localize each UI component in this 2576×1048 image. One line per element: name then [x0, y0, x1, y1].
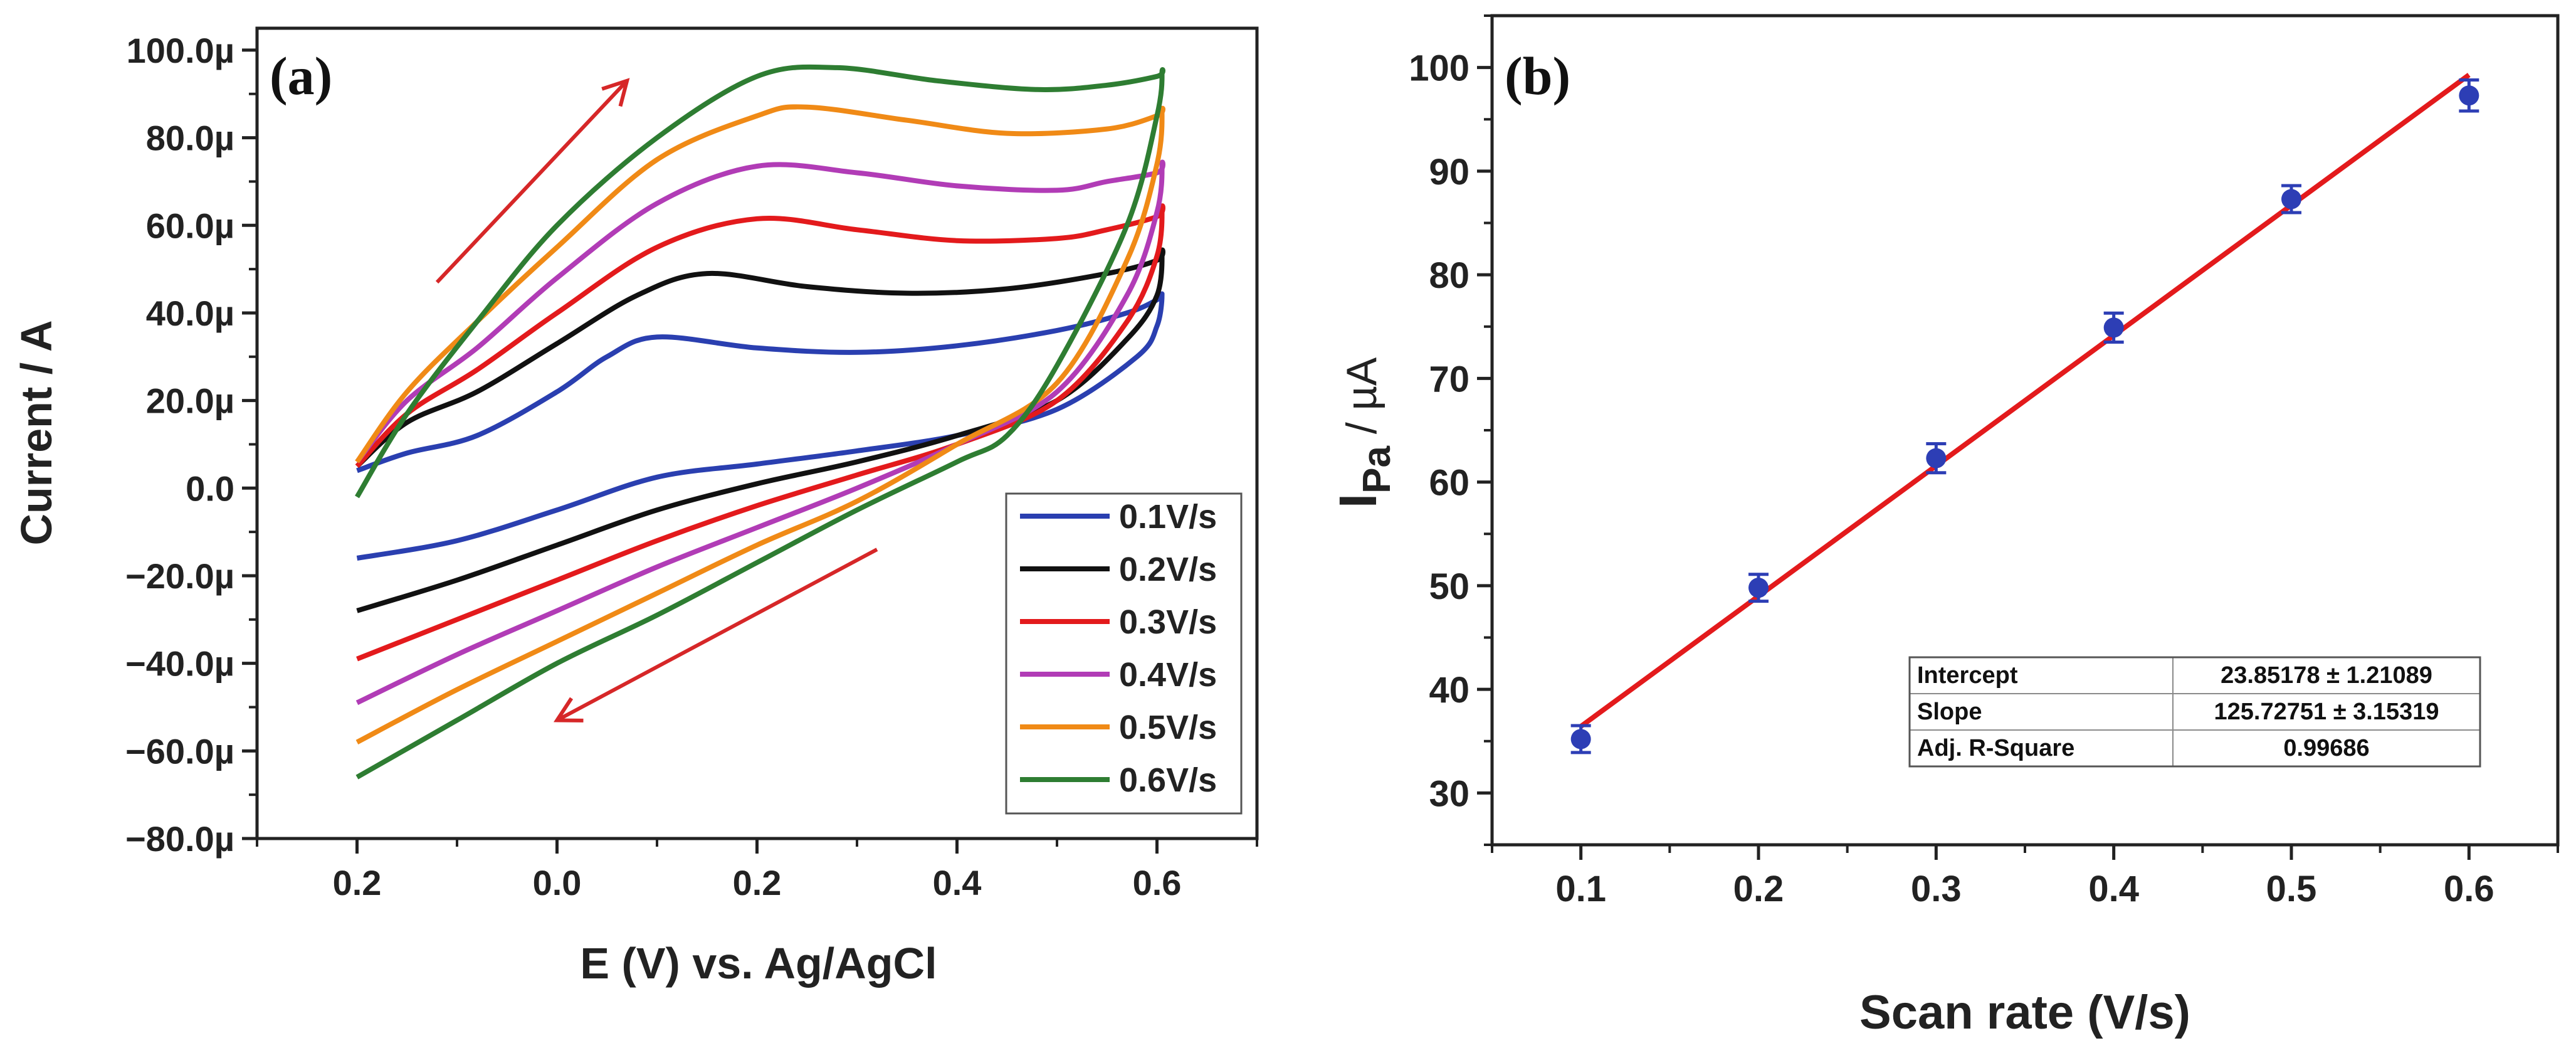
cv-curve [355, 203, 1165, 662]
panel-a-cyclic-voltammogram: 100.0µ 80.0µ 60.0µ 40.0µ 20.0µ 0.0 −20.0µ −40.0… [12, 26, 1259, 988]
linear-fit-line [1579, 73, 2471, 729]
x-tick-label-b: 0.3 [1911, 869, 1962, 909]
y-tick-label-a: 40.0µ [146, 294, 234, 333]
y-tick-label-b: 100 [1409, 48, 1469, 89]
y-tick-label-b: 50 [1429, 566, 1469, 607]
y-tick-label-a: 60.0µ [146, 206, 234, 245]
x-tick-label-b: 0.2 [1733, 869, 1784, 909]
cv-curve [355, 247, 1165, 613]
x-tick-label-b: 0.1 [1555, 869, 1606, 909]
legend: 0.1V/s 0.2V/s 0.3V/s 0.4V/s 0.5V/s 0.6V/s [1005, 492, 1243, 815]
legend-label: 0.1V/s [1119, 498, 1217, 536]
y-tick-label-a: 100.0µ [127, 31, 234, 70]
table-border [1908, 656, 2481, 768]
table-row-value: 23.85178 ± 1.21089 [2221, 662, 2432, 689]
arrow-head [601, 78, 630, 107]
table-row-label: Intercept [1917, 662, 2018, 689]
x-tick-label-a: 0.6 [1133, 863, 1182, 902]
table-cell [2172, 693, 2481, 731]
cv-curve [355, 104, 1165, 744]
y-axis-ticks-a: 100.0µ 80.0µ 60.0µ 40.0µ 20.0µ 0.0 −20.0µ −40.0… [125, 31, 257, 859]
data-point [1570, 729, 1591, 749]
table-cell [2172, 729, 2481, 767]
table-row-value: 125.72751 ± 3.15319 [2214, 699, 2439, 725]
x-axis-ticks-a: 0.2 0.0 0.2 0.4 0.6 [256, 839, 1258, 902]
legend-label: 0.4V/s [1119, 656, 1217, 694]
table-cell [1909, 729, 2174, 767]
x-axis-title-b: Scan rate (V/s) [1859, 986, 2190, 1039]
data-point [2281, 189, 2301, 209]
y-tick-label-a: −40.0µ [125, 644, 234, 684]
y-tick-label-a: −80.0µ [125, 819, 234, 859]
y-axis-title-main: I [1328, 494, 1387, 508]
legend-box [1005, 492, 1243, 815]
x-tick-label-a: 0.0 [533, 863, 582, 902]
y-tick-label-b: 60 [1429, 463, 1469, 504]
data-point [1926, 448, 1947, 468]
fit-parameter-table: Intercept 23.85178 ± 1.21089 Slope 125.7275… [1908, 656, 2481, 768]
x-axis-title-a: E (V) vs. Ag/AgCl [580, 939, 937, 988]
legend-label: 0.6V/s [1119, 761, 1217, 799]
y-tick-label-a: 20.0µ [146, 381, 234, 421]
data-point [1748, 578, 1769, 598]
legend-label: 0.3V/s [1119, 603, 1217, 641]
x-tick-label-a: 0.2 [733, 863, 782, 902]
table-row-label: Adj. R-Square [1917, 735, 2074, 761]
arrow-head [553, 697, 584, 722]
y-tick-label-b: 90 [1429, 152, 1469, 193]
x-tick-label-b: 0.4 [2088, 869, 2139, 909]
cv-curve [355, 64, 1165, 780]
panel-label-b: (b) [1505, 46, 1570, 106]
panel-b-peak-current-vs-scan-rate: 30 40 50 60 70 80 90 100 0.1 0.2 0.3 0.4 0.5 0.6 Int… [1328, 14, 2560, 1039]
scan-direction-arrows [435, 78, 878, 722]
y-tick-label-b: 70 [1429, 359, 1469, 400]
x-tick-label-a: 0.4 [933, 863, 982, 902]
y-tick-label-b: 40 [1429, 670, 1469, 711]
y-axis-title-a: Current / A [12, 320, 61, 545]
x-axis-ticks-b: 0.1 0.2 0.3 0.4 0.5 0.6 [1491, 845, 2559, 909]
y-tick-label-a: −60.0µ [125, 731, 234, 771]
x-tick-label-b: 0.5 [2266, 869, 2317, 909]
y-tick-label-b: 80 [1429, 255, 1469, 296]
y-tick-label-a: 0.0 [186, 468, 234, 508]
arrow-shaft [435, 79, 629, 284]
y-tick-label-b: 30 [1429, 773, 1469, 814]
cv-curve [355, 159, 1165, 706]
data-points [1570, 78, 2479, 754]
y-axis-title-unit: / µA [1338, 357, 1385, 446]
arrow-shaft [556, 548, 878, 722]
data-point [2103, 317, 2124, 338]
cv-curves [355, 64, 1165, 780]
table-cell [1909, 657, 2174, 694]
x-tick-label-a: 0.2 [333, 863, 382, 902]
y-axis-ticks-b: 30 40 50 60 70 80 90 100 [1409, 14, 1492, 846]
y-tick-label-a: −20.0µ [125, 556, 234, 596]
y-axis-title-b: IPa / µA [1328, 357, 1399, 508]
table-row-label: Slope [1917, 699, 1982, 725]
y-axis-title-subscript: Pa [1355, 446, 1399, 494]
y-tick-label-a: 80.0µ [146, 119, 234, 158]
panel-label-a: (a) [270, 46, 332, 106]
legend-label: 0.5V/s [1119, 709, 1217, 746]
table-cell [1909, 693, 2174, 731]
x-tick-label-b: 0.6 [2444, 869, 2495, 909]
table-row-value: 0.99686 [2283, 735, 2369, 761]
legend-label: 0.2V/s [1119, 551, 1217, 588]
data-point [2459, 85, 2479, 106]
